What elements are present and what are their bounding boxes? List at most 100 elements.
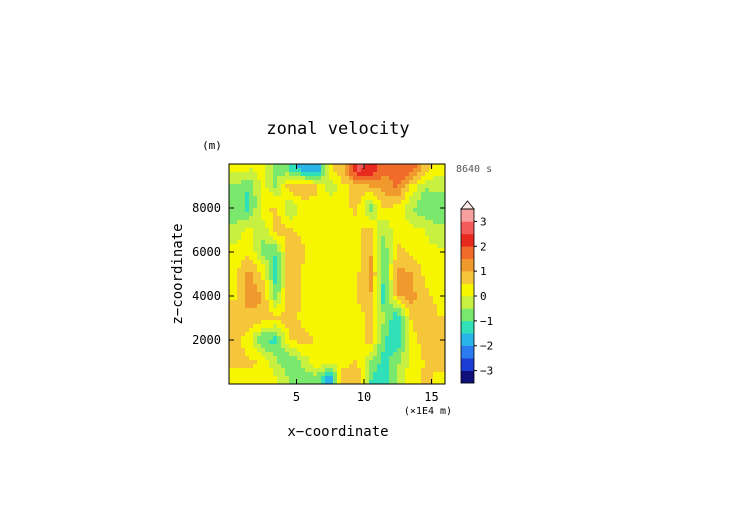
heatmap-cell [293,208,298,213]
heatmap-cell [393,368,398,373]
heatmap-cell [365,284,370,289]
heatmap-cell [293,348,298,353]
heatmap-cell [297,224,302,229]
heatmap-cell [333,344,338,349]
heatmap-cell [325,284,330,289]
heatmap-cell [277,224,282,229]
heatmap-cell [425,204,430,209]
heatmap-cell [385,312,390,317]
heatmap-cell [329,256,334,261]
heatmap-cell [321,312,326,317]
heatmap-cell [353,236,358,241]
heatmap-cell [249,200,254,205]
heatmap-cell [421,300,426,305]
heatmap-cell [365,232,370,237]
heatmap-cell [289,168,294,173]
heatmap-cell [353,216,358,221]
colorbar-tick-label: 3 [480,215,487,228]
heatmap-cell [421,172,426,177]
heatmap-cell [237,296,242,301]
heatmap-cell [393,304,398,309]
heatmap-cell [341,268,346,273]
heatmap-cell [389,224,394,229]
heatmap-cell [361,368,366,373]
heatmap-cell [369,188,374,193]
heatmap-cell [369,336,374,341]
heatmap-cell [321,280,326,285]
heatmap-cell [369,200,374,205]
heatmap-cell [289,224,294,229]
heatmap-cell [401,168,406,173]
heatmap-cell [301,192,306,197]
heatmap-cell [381,336,386,341]
heatmap-cell [229,256,234,261]
heatmap-cell [289,264,294,269]
heatmap-cell [365,260,370,265]
heatmap-cell [321,240,326,245]
heatmap-cell [261,344,266,349]
heatmap-cell [305,224,310,229]
heatmap-cell [373,264,378,269]
heatmap-cell [281,360,286,365]
colorbar-segment [461,370,474,384]
heatmap-cell [273,264,278,269]
heatmap-cell [397,316,402,321]
heatmap-cell [257,184,262,189]
heatmap-cell [317,328,322,333]
chart-title: zonal velocity [266,119,409,139]
heatmap-cell [285,308,290,313]
heatmap-cell [413,228,418,233]
heatmap-cell [277,324,282,329]
heatmap-cell [437,200,442,205]
heatmap-cell [297,324,302,329]
heatmap-cell [385,248,390,253]
heatmap-cell [253,212,258,217]
heatmap-cell [377,340,382,345]
heatmap-cell [249,356,254,361]
heatmap-cell [401,312,406,317]
heatmap-cell [349,316,354,321]
heatmap-cell [321,364,326,369]
heatmap-cell [373,284,378,289]
heatmap-cell [409,264,414,269]
heatmap-cell [357,168,362,173]
heatmap-cell [305,204,310,209]
heatmap-cell [381,272,386,277]
heatmap-cell [229,284,234,289]
heatmap-cell [425,224,430,229]
heatmap-cell [397,168,402,173]
heatmap-cell [365,272,370,277]
heatmap-cell [273,260,278,265]
heatmap-cell [281,256,286,261]
heatmap-cell [385,340,390,345]
heatmap-cell [245,216,250,221]
heatmap-cell [257,364,262,369]
heatmap-cell [305,368,310,373]
heatmap-cell [309,164,314,169]
heatmap-cell [337,224,342,229]
heatmap-cell [349,320,354,325]
heatmap-cell [313,368,318,373]
heatmap-cell [405,252,410,257]
heatmap-cell [401,356,406,361]
heatmap-cell [245,224,250,229]
heatmap-cell [385,216,390,221]
heatmap-cell [241,300,246,305]
heatmap-cell [417,260,422,265]
heatmap-cell [297,264,302,269]
heatmap-cell [317,236,322,241]
heatmap-cell [361,216,366,221]
heatmap-cell [389,176,394,181]
heatmap-cell [357,332,362,337]
heatmap-cell [369,228,374,233]
heatmap-cell [417,300,422,305]
heatmap-cell [405,172,410,177]
heatmap-cell [253,324,258,329]
heatmap-cell [333,184,338,189]
heatmap-cell [369,272,374,277]
heatmap-cell [273,336,278,341]
heatmap-cell [241,336,246,341]
heatmap-cell [357,260,362,265]
heatmap-cell [441,260,445,265]
heatmap-cell [405,348,410,353]
